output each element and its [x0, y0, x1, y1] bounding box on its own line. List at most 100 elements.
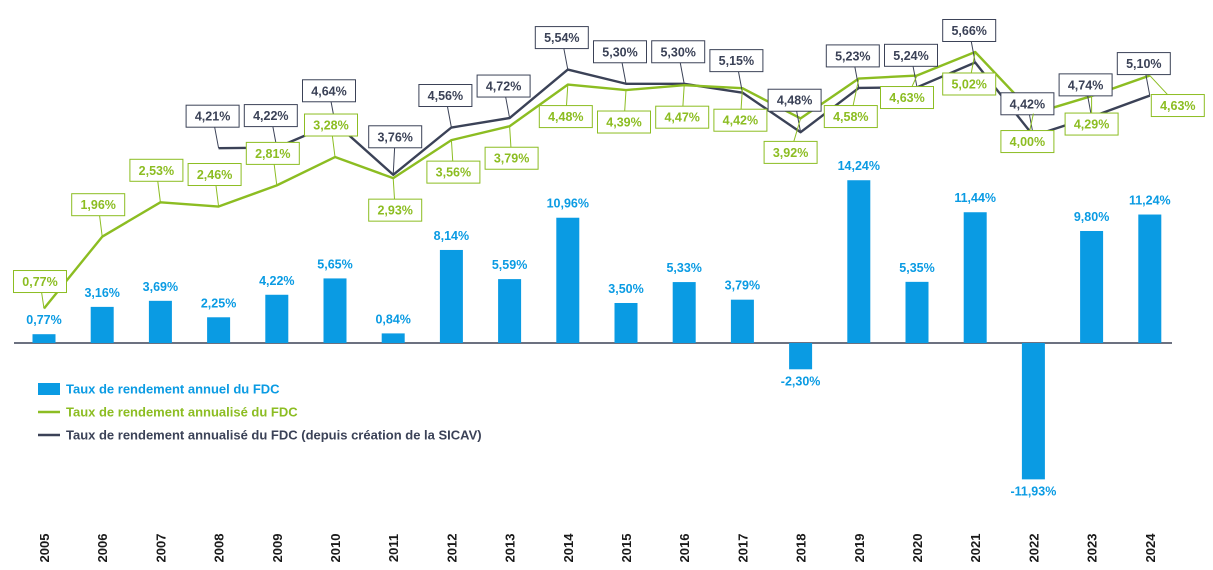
green-label-2009-box: [245, 141, 300, 165]
green-label-2024-box: [1150, 94, 1205, 118]
green-label-2018-box: [763, 140, 818, 164]
green-label-2010-text: 3,28%: [313, 119, 348, 133]
x-tick-2018: 2018: [794, 534, 809, 563]
legend-label-annualise: Taux de rendement annualisé du FDC: [66, 405, 298, 420]
x-tick-2007: 2007: [153, 534, 168, 563]
dark-label-2021-text: 5,66%: [951, 24, 986, 38]
green-label-2022-box: [1000, 130, 1055, 154]
green-label-2023-text: 4,29%: [1074, 118, 1109, 132]
x-tick-2011: 2011: [386, 534, 401, 562]
green-label-2013-box: [484, 146, 539, 170]
bar-2010: [323, 278, 347, 343]
bar-label-2006: 3,16%: [84, 286, 119, 300]
dark-label-2018-text: 4,48%: [777, 94, 812, 108]
bar-2013: [498, 279, 522, 343]
dark-label-2010-text: 4,64%: [311, 84, 346, 98]
x-tick-2009: 2009: [270, 534, 285, 563]
dark-label-2016-text: 5,30%: [660, 45, 695, 59]
green-label-2019-box: [823, 105, 878, 129]
green-label-2005-text: 0,77%: [22, 275, 57, 289]
bar-label-2015: 3,50%: [608, 282, 643, 296]
legend-label-annuel: Taux de rendement annuel du FDC: [66, 382, 280, 397]
dark-label-2018-box: [767, 88, 822, 112]
dark-label-2021-box: [942, 18, 997, 42]
x-tick-2015: 2015: [619, 534, 634, 563]
green-label-2018-text: 3,92%: [773, 146, 808, 160]
bar-2007: [148, 300, 172, 343]
green-label-2008-text: 2,46%: [197, 168, 232, 182]
green-label-2017-text: 4,42%: [723, 114, 758, 128]
dark-label-2011-text: 3,76%: [377, 130, 412, 144]
green-label-2010-box: [304, 113, 358, 137]
green-label-2012-text: 3,56%: [436, 166, 471, 180]
bar-label-2012: 8,14%: [434, 229, 469, 243]
dark-label-2012-box: [418, 84, 473, 108]
bar-2012: [439, 249, 463, 343]
legend-swatch-annuel: [38, 383, 60, 395]
bar-label-2007: 3,69%: [143, 280, 178, 294]
dark-label-2015-box: [593, 40, 647, 64]
dark-label-2012-text: 4,56%: [428, 89, 463, 103]
dark-label-2022-text: 4,42%: [1010, 97, 1045, 111]
dark-label-2016-box: [651, 40, 706, 64]
x-tick-2006: 2006: [95, 534, 110, 563]
dark-label-2010-box: [302, 79, 356, 103]
bar-2018: [789, 343, 813, 370]
dark-label-2023-box: [1058, 73, 1113, 97]
bar-label-2021: 11,44%: [954, 191, 996, 205]
bar-label-2010: 5,65%: [317, 257, 352, 271]
bar-label-2022: -11,93%: [1010, 484, 1056, 498]
x-tick-2013: 2013: [503, 534, 518, 563]
green-label-2020-box: [880, 86, 934, 110]
dark-label-2020-box: [884, 43, 938, 67]
bar-label-2009: 4,22%: [259, 274, 294, 288]
green-label-2015-text: 4,39%: [606, 116, 641, 130]
bar-2024: [1138, 214, 1162, 343]
green-label-2011-text: 2,93%: [377, 204, 412, 218]
dark-label-2022-box: [1000, 92, 1055, 116]
dark-label-2009-text: 4,22%: [253, 109, 288, 123]
bar-label-2020: 5,35%: [899, 261, 934, 275]
bar-label-2014: 10,96%: [547, 197, 589, 211]
line-annualise: [43, 50, 1151, 310]
dark-label-2017-text: 5,15%: [719, 54, 754, 68]
dark-label-2009-box: [243, 104, 298, 128]
bar-2011: [381, 333, 405, 343]
green-label-2016-text: 4,47%: [664, 111, 699, 125]
dark-label-2015-text: 5,30%: [602, 45, 637, 59]
green-label-2016-box: [655, 105, 710, 129]
bar-2021: [963, 212, 987, 343]
green-label-2021-box: [942, 72, 997, 96]
x-tick-2010: 2010: [328, 534, 343, 563]
dark-label-2020-text: 5,24%: [893, 49, 928, 63]
x-tick-2012: 2012: [444, 534, 459, 563]
green-label-2007-text: 2,53%: [139, 164, 174, 178]
green-label-2007-box: [129, 158, 184, 182]
bar-label-2018: -2,30%: [781, 374, 821, 388]
green-label-2021-text: 5,02%: [951, 77, 986, 91]
bar-2023: [1080, 230, 1104, 343]
bar-2017: [730, 299, 754, 343]
green-label-2014-box: [538, 105, 593, 129]
green-label-2005-box: [13, 270, 67, 294]
dark-label-2024-box: [1116, 52, 1171, 76]
bar-label-2024: 11,24%: [1129, 194, 1171, 208]
green-label-2011-box: [368, 198, 423, 222]
dark-label-2011-box: [368, 125, 423, 149]
x-tick-2022: 2022: [1026, 534, 1041, 563]
dark-label-2014-box: [534, 26, 589, 50]
dark-label-2023-text: 4,74%: [1068, 78, 1103, 92]
bar-2009: [265, 294, 289, 343]
green-label-2006-text: 1,96%: [80, 198, 115, 212]
bar-2006: [90, 306, 114, 343]
bar-label-2017: 3,79%: [725, 279, 760, 293]
bar-2015: [614, 302, 638, 343]
bar-2020: [905, 281, 929, 343]
green-label-2006-box: [71, 193, 126, 217]
x-tick-2014: 2014: [561, 533, 576, 563]
bar-label-2005: 0,77%: [26, 313, 61, 327]
legend-label-depuis-creation: Taux de rendement annualisé du FDC (depu…: [66, 428, 482, 443]
x-tick-2020: 2020: [910, 534, 925, 563]
green-label-2024-text: 4,63%: [1160, 99, 1195, 113]
